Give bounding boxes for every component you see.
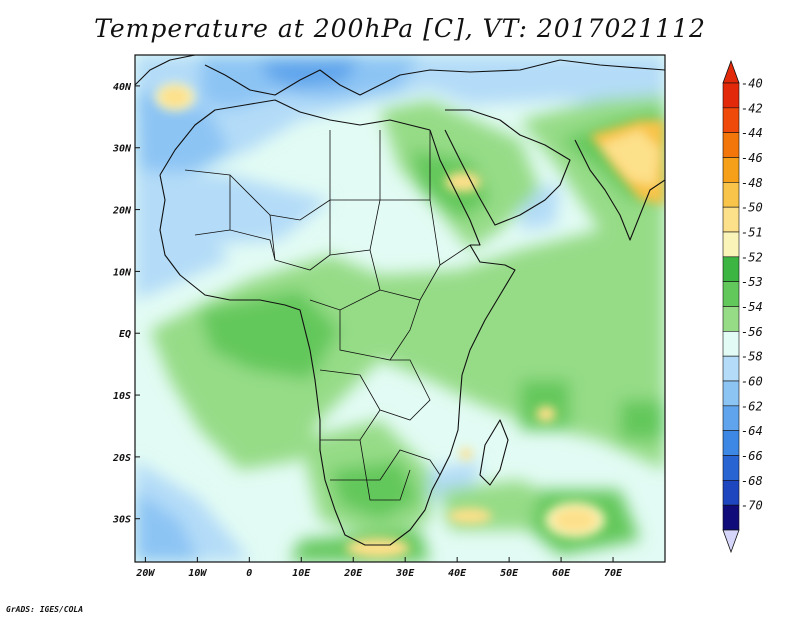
lat-tick-label: 20S xyxy=(112,453,131,464)
colorbar-label: -54 xyxy=(741,300,763,314)
colorbar-label: -70 xyxy=(741,499,763,513)
colorbar-cell xyxy=(722,430,740,456)
colorbar-label: -68 xyxy=(741,474,763,488)
lon-tick-label: 10W xyxy=(188,568,207,579)
colorbar-cell xyxy=(722,182,740,208)
lon-tick-label: 20E xyxy=(343,568,363,579)
lon-tick-label: 0 xyxy=(246,568,252,579)
lat-tick-label: 10S xyxy=(113,391,131,402)
colorbar-label: -42 xyxy=(741,101,763,115)
colorbar-label: -64 xyxy=(741,424,763,438)
lon-tick-label: 20W xyxy=(135,568,155,579)
colorbar-cell xyxy=(722,107,740,133)
colorbar-label: -56 xyxy=(741,325,763,339)
plot-frame xyxy=(134,54,666,563)
colorbar-cell xyxy=(722,455,740,481)
colorbar-label: -50 xyxy=(741,201,763,215)
temperature-field xyxy=(135,55,665,562)
lon-tick-label: 50E xyxy=(500,568,519,579)
colorbar-label: -58 xyxy=(741,350,763,364)
country-borders xyxy=(184,130,471,501)
lon-tick-label: 30E xyxy=(395,568,415,579)
lon-tick-label: 40E xyxy=(448,568,467,579)
lon-tick-label: 60E xyxy=(552,568,571,579)
colorbar-cell xyxy=(722,355,740,382)
colorbar-label: -62 xyxy=(741,399,763,413)
colorbar-label: -51 xyxy=(741,226,763,240)
colorbar-cell xyxy=(722,306,740,332)
colorbar-cell xyxy=(722,504,740,531)
longitude-axis: 20W 10W 0 10E 20E 30E 40E 50E 60E 70E xyxy=(135,557,623,579)
map-title: Temperature at 200hPa [C], VT: 201702111… xyxy=(94,14,706,43)
colorbar-cell xyxy=(722,281,740,307)
colorbar-bottom-arrow xyxy=(722,529,740,554)
lat-tick-label: EQ xyxy=(119,329,131,340)
lat-tick-label: 10N xyxy=(113,267,132,278)
colorbar-label: -53 xyxy=(741,275,763,289)
grads-credit: GrADS: IGES/COLA xyxy=(6,605,84,614)
colorbar-cell xyxy=(722,231,740,258)
coastlines xyxy=(135,55,665,546)
colorbar-label: -48 xyxy=(741,176,763,190)
colorbar-cell xyxy=(722,132,740,158)
colorbar-cell xyxy=(722,405,740,431)
lon-tick-label: 10E xyxy=(292,568,311,579)
colorbar-cell xyxy=(722,480,740,506)
colorbar-cell xyxy=(722,82,740,109)
colorbar-label: -44 xyxy=(741,126,763,140)
colorbar-cell xyxy=(722,331,740,357)
colorbar-label: -46 xyxy=(741,151,763,165)
colorbar-label: -66 xyxy=(741,449,763,463)
latitude-axis: 40N 30N 20N 10N EQ 10S 20S 30S xyxy=(112,82,140,526)
colorbar-label: -40 xyxy=(741,77,763,91)
colorbar-cell xyxy=(722,256,740,282)
lat-tick-label: 30S xyxy=(112,515,131,526)
lat-tick-label: 40N xyxy=(113,82,132,93)
colorbar: -40 -42 -44 -46 -48 -50 -51 -52 -53 -54 -56 -58 -60 -… xyxy=(722,59,763,554)
colorbar-label: -60 xyxy=(741,375,763,389)
colorbar-top-arrow xyxy=(722,59,740,84)
colorbar-cell xyxy=(722,206,740,233)
colorbar-cell xyxy=(722,157,740,183)
colorbar-label: -52 xyxy=(741,250,763,264)
lat-tick-label: 20N xyxy=(112,206,132,217)
colorbar-cell xyxy=(722,380,740,407)
lon-tick-label: 70E xyxy=(604,568,623,579)
lat-tick-label: 30N xyxy=(112,144,132,155)
